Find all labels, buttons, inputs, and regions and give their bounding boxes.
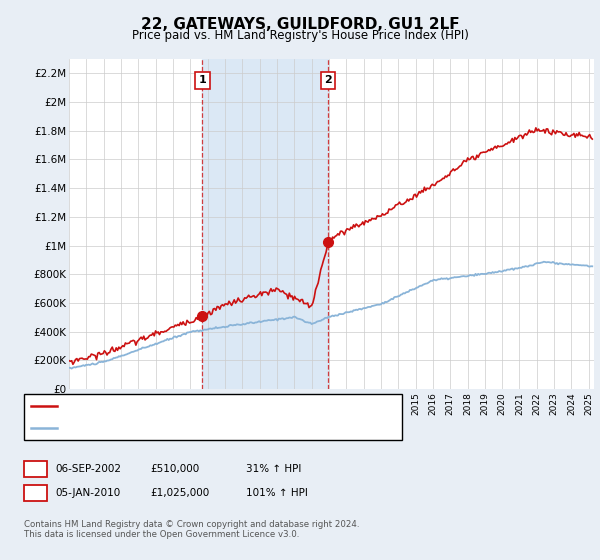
Text: 05-JAN-2010: 05-JAN-2010 (55, 488, 121, 498)
Text: HPI: Average price, detached house, Guildford: HPI: Average price, detached house, Guil… (61, 423, 287, 433)
Text: £1,025,000: £1,025,000 (150, 488, 209, 498)
Text: 31% ↑ HPI: 31% ↑ HPI (246, 464, 301, 474)
Text: Price paid vs. HM Land Registry's House Price Index (HPI): Price paid vs. HM Land Registry's House … (131, 29, 469, 42)
Text: Contains HM Land Registry data © Crown copyright and database right 2024.
This d: Contains HM Land Registry data © Crown c… (24, 520, 359, 539)
Text: 06-SEP-2002: 06-SEP-2002 (55, 464, 121, 474)
Text: 22, GATEWAYS, GUILDFORD, GU1 2LF (detached house): 22, GATEWAYS, GUILDFORD, GU1 2LF (detach… (61, 401, 334, 411)
Text: 22, GATEWAYS, GUILDFORD, GU1 2LF: 22, GATEWAYS, GUILDFORD, GU1 2LF (140, 17, 460, 32)
Text: £510,000: £510,000 (150, 464, 199, 474)
Text: 101% ↑ HPI: 101% ↑ HPI (246, 488, 308, 498)
Bar (202, 59, 328, 389)
Text: 2: 2 (324, 76, 332, 85)
Text: 1: 1 (32, 464, 39, 474)
Text: 1: 1 (199, 76, 206, 85)
Text: 2: 2 (32, 488, 39, 498)
